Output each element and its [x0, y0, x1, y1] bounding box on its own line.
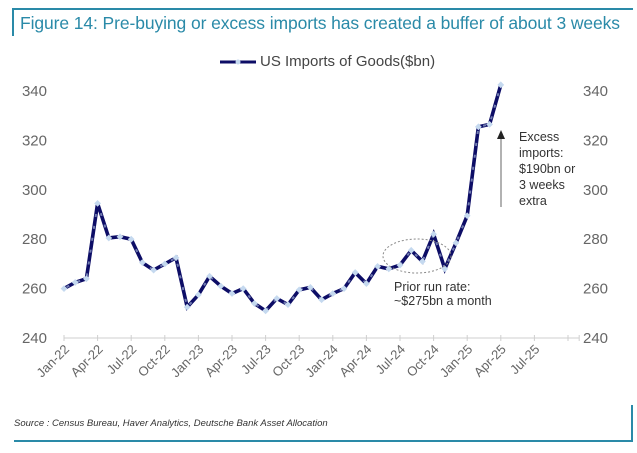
data-point-marker — [441, 265, 449, 273]
x-tick-label: Jan-24 — [302, 342, 341, 381]
data-point-marker — [116, 233, 124, 241]
y-tick-label-left: 240 — [22, 330, 47, 347]
data-point-marker — [329, 290, 337, 297]
annotations: Prior run rate:~$275bn a month Excess impo… — [382, 130, 575, 308]
x-tick-label: Oct-23 — [269, 342, 307, 380]
annotation-excess-imports: $190bn or — [519, 162, 575, 176]
y-tick-label-left: 300 — [22, 182, 47, 199]
data-point-marker — [94, 199, 101, 207]
x-tick-label: Jan-23 — [168, 342, 207, 381]
x-tick-label: Jul-24 — [372, 342, 408, 378]
right-rule — [631, 405, 633, 442]
legend-line-icon — [220, 59, 256, 64]
data-point-marker — [239, 285, 247, 292]
x-tick-label: Jul-25 — [507, 342, 543, 378]
data-point-marker — [183, 303, 191, 311]
data-point-marker — [430, 230, 437, 238]
x-tick-label: Apr-25 — [471, 342, 509, 380]
annotation-excess-imports: imports: — [519, 146, 563, 160]
data-point-marker — [161, 260, 169, 268]
arrow-up-icon — [497, 130, 505, 139]
y-tick-label-right: 240 — [583, 330, 608, 347]
data-point-marker — [139, 259, 146, 267]
x-tick-label: Apr-24 — [336, 342, 374, 380]
data-point-marker — [262, 307, 269, 315]
data-point-marker — [363, 280, 370, 288]
run-rate-ellipse — [382, 238, 452, 274]
data-point-marker — [172, 254, 180, 262]
series-us-imports — [60, 81, 505, 315]
legend-label: US Imports of Goods($bn) — [260, 53, 436, 70]
data-point-marker — [318, 296, 325, 304]
source-note: Source : Census Bureau, Haver Analytics,… — [14, 418, 328, 429]
y-axis-right: 240 260 280 300 320 340 — [583, 83, 608, 347]
x-tick-label: Oct-24 — [404, 342, 442, 380]
y-tick-label-right: 340 — [583, 83, 608, 100]
series-line — [63, 84, 503, 314]
data-point-marker — [463, 212, 471, 220]
data-point-marker — [195, 291, 202, 299]
data-point-marker — [452, 239, 460, 247]
data-point-marker — [307, 283, 314, 291]
x-tick-label: Jan-25 — [437, 342, 476, 381]
annotation-excess-imports: extra — [519, 194, 547, 208]
data-point-marker — [284, 301, 292, 309]
data-point-marker — [206, 272, 213, 280]
series-line-highlight — [63, 84, 502, 313]
x-tick-label: Oct-22 — [135, 342, 173, 380]
data-point-marker — [127, 235, 135, 243]
y-tick-label-left: 340 — [22, 83, 47, 100]
y-tick-label-right: 280 — [583, 231, 608, 248]
data-point-marker — [475, 123, 482, 131]
data-point-marker — [105, 234, 113, 242]
y-tick-label-left: 320 — [22, 132, 47, 149]
data-point-marker — [419, 258, 426, 265]
x-tick-label: Apr-23 — [202, 342, 240, 380]
legend: US Imports of Goods($bn) — [218, 53, 435, 70]
data-point-marker — [486, 120, 493, 128]
data-point-marker — [340, 285, 348, 292]
y-tick-label-right: 300 — [583, 182, 608, 199]
left-rule — [12, 8, 14, 36]
y-tick-label-left: 280 — [22, 231, 47, 248]
x-tick-label: Jul-22 — [104, 342, 140, 378]
y-tick-label-right: 260 — [583, 281, 608, 298]
data-point-marker — [60, 285, 68, 292]
data-point-marker — [351, 269, 359, 276]
x-tick-label: Jan-22 — [33, 342, 72, 381]
figure-title: Figure 14: Pre-buying or excess imports … — [20, 13, 620, 33]
top-rule — [12, 8, 633, 10]
annotation-excess-imports: Excess — [519, 130, 559, 144]
data-point-marker — [150, 266, 157, 274]
x-tick-label: Jul-23 — [238, 342, 274, 378]
x-axis: Jan-22Apr-22Jul-22Oct-22Jan-23Apr-23Jul-… — [33, 335, 580, 381]
data-point-marker — [217, 282, 225, 290]
y-tick-label-left: 260 — [22, 281, 47, 298]
annotation-run-rate: ~$275bn a month — [394, 294, 492, 308]
bottom-rule — [14, 440, 633, 442]
x-tick-label: Apr-22 — [68, 342, 106, 380]
data-point-marker — [228, 290, 236, 297]
data-point-marker — [374, 262, 381, 270]
y-axis-left: 240 260 280 300 320 340 — [22, 83, 47, 347]
annotation-run-rate: Prior run rate: — [394, 280, 470, 294]
data-point-marker — [497, 81, 505, 89]
data-point-marker — [83, 275, 90, 283]
y-tick-label-right: 320 — [583, 132, 608, 149]
annotation-excess-imports: 3 weeks — [519, 178, 565, 192]
